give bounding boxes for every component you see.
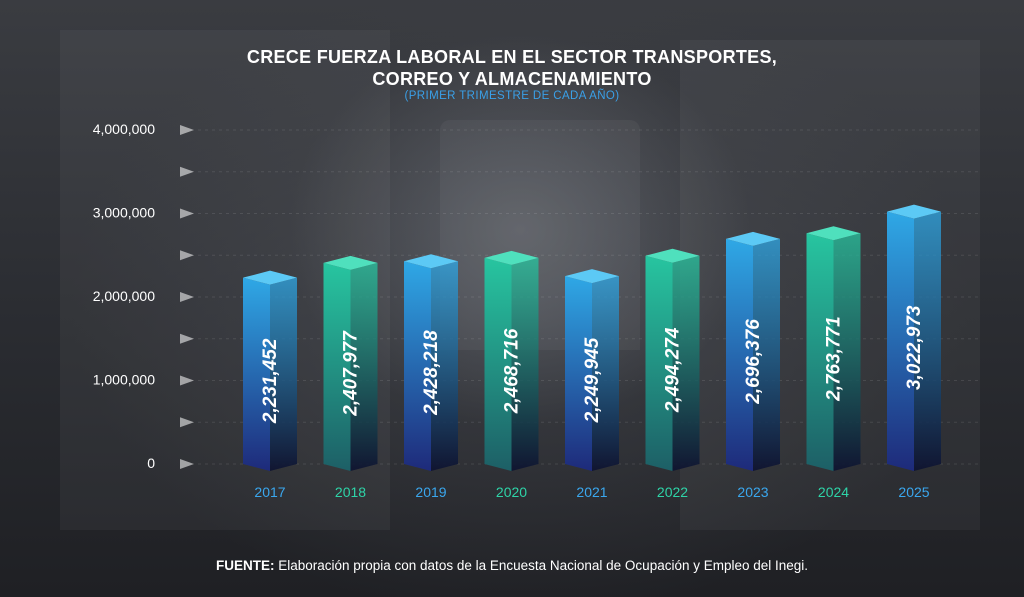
- bar-top: [243, 270, 297, 285]
- tick-arrow-icon: [180, 333, 194, 344]
- bar-face-left: [323, 262, 351, 471]
- y-axis: 0 1,000,000 2,000,000 3,000,000 4,000,000: [93, 121, 194, 471]
- bar-face-left: [806, 233, 834, 471]
- x-tick-label: 2021: [576, 484, 607, 500]
- bar-top: [887, 204, 941, 219]
- bar-top: [565, 269, 619, 284]
- bar-face-left: [645, 255, 673, 471]
- y-tick-label: 3,000,000: [93, 205, 155, 221]
- bar-2025: 3,022,973: [887, 204, 941, 471]
- x-tick-label: 2020: [496, 484, 527, 500]
- bar-face-right: [672, 255, 700, 471]
- bar-top: [645, 248, 700, 263]
- x-tick-label: 2024: [818, 484, 849, 500]
- x-tick-label: 2022: [657, 484, 688, 500]
- x-tick-label: 2019: [415, 484, 446, 500]
- bar-face-left: [243, 277, 270, 471]
- bar-face-right: [914, 211, 941, 471]
- bar-top: [726, 231, 780, 246]
- tick-arrow-icon: [180, 208, 194, 219]
- bars-layer: 2,231,452 2,407,977 2,428,218 2,468,716 2,24…: [243, 204, 941, 471]
- bar-2018: 2,407,977: [323, 255, 378, 471]
- bar-face-left: [887, 211, 914, 471]
- x-axis: 2017 2018 2019 2020 2021 2022 2023 2024 2025: [254, 484, 929, 500]
- source-label: FUENTE:: [215, 558, 275, 573]
- bar-2019: 2,428,218: [404, 254, 458, 471]
- x-tick-label: 2018: [335, 484, 366, 500]
- tick-arrow-icon: [180, 417, 194, 428]
- y-tick-label: 0: [147, 455, 155, 471]
- bar-2021: 2,249,945: [565, 269, 619, 471]
- bar-value-label: 2,407,977: [341, 330, 362, 417]
- tick-arrow-icon: [180, 166, 194, 177]
- y-tick-label: 1,000,000: [93, 372, 155, 388]
- chart-title: CRECE FUERZA LABORAL EN EL SECTOR TRANSP…: [0, 46, 1024, 90]
- bar-face-right: [431, 261, 458, 471]
- bar-value-label: 2,428,218: [421, 330, 442, 416]
- bar-2024: 2,763,771: [806, 226, 861, 471]
- bar-2022: 2,494,274: [645, 248, 700, 471]
- bar-face-right: [270, 277, 297, 471]
- bar-face-right: [350, 262, 378, 471]
- bar-face-right: [511, 257, 539, 471]
- bar-value-label: 2,231,452: [260, 338, 281, 424]
- bar-top: [484, 250, 539, 265]
- title-line-1: CRECE FUERZA LABORAL EN EL SECTOR TRANSP…: [246, 47, 778, 67]
- y-tick-label: 2,000,000: [93, 288, 155, 304]
- bar-2020: 2,468,716: [484, 250, 539, 471]
- tick-arrow-icon: [180, 292, 194, 302]
- bar-top: [404, 254, 458, 269]
- tick-arrow-icon: [180, 250, 194, 261]
- bar-value-label: 2,763,771: [824, 316, 845, 402]
- source-note: FUENTE: Elaboración propia con datos de …: [0, 558, 1024, 573]
- tick-arrow-icon: [180, 459, 194, 469]
- bar-top: [323, 255, 378, 270]
- bar-2017: 2,231,452: [243, 270, 297, 471]
- bar-face-right: [833, 233, 861, 471]
- bar-value-label: 2,249,945: [582, 337, 603, 423]
- bar-value-label: 2,696,376: [743, 319, 764, 405]
- bar-value-label: 3,022,973: [904, 305, 925, 390]
- chart-subtitle: (PRIMER TRIMESTRE DE CADA AÑO): [404, 90, 620, 102]
- bar-face-left: [565, 276, 592, 471]
- y-tick-label: 4,000,000: [93, 121, 155, 137]
- source-text: Elaboración propia con datos de la Encue…: [274, 558, 809, 573]
- bar-face-left: [484, 257, 512, 471]
- x-tick-label: 2023: [737, 484, 768, 500]
- bar-value-label: 2,494,274: [663, 327, 684, 413]
- title-line-2: CORREO Y ALMACENAMIENTO: [372, 69, 652, 89]
- bar-value-label: 2,468,716: [502, 328, 523, 414]
- bar-face-right: [753, 238, 780, 471]
- x-tick-label: 2025: [898, 484, 929, 500]
- x-tick-label: 2017: [254, 484, 285, 500]
- bar-top: [806, 226, 861, 241]
- bar-face-left: [404, 261, 431, 471]
- bar-2023: 2,696,376: [726, 231, 780, 471]
- bar-face-right: [592, 276, 619, 471]
- bar-face-left: [726, 238, 753, 471]
- tick-arrow-icon: [180, 125, 194, 135]
- tick-arrow-icon: [180, 375, 194, 386]
